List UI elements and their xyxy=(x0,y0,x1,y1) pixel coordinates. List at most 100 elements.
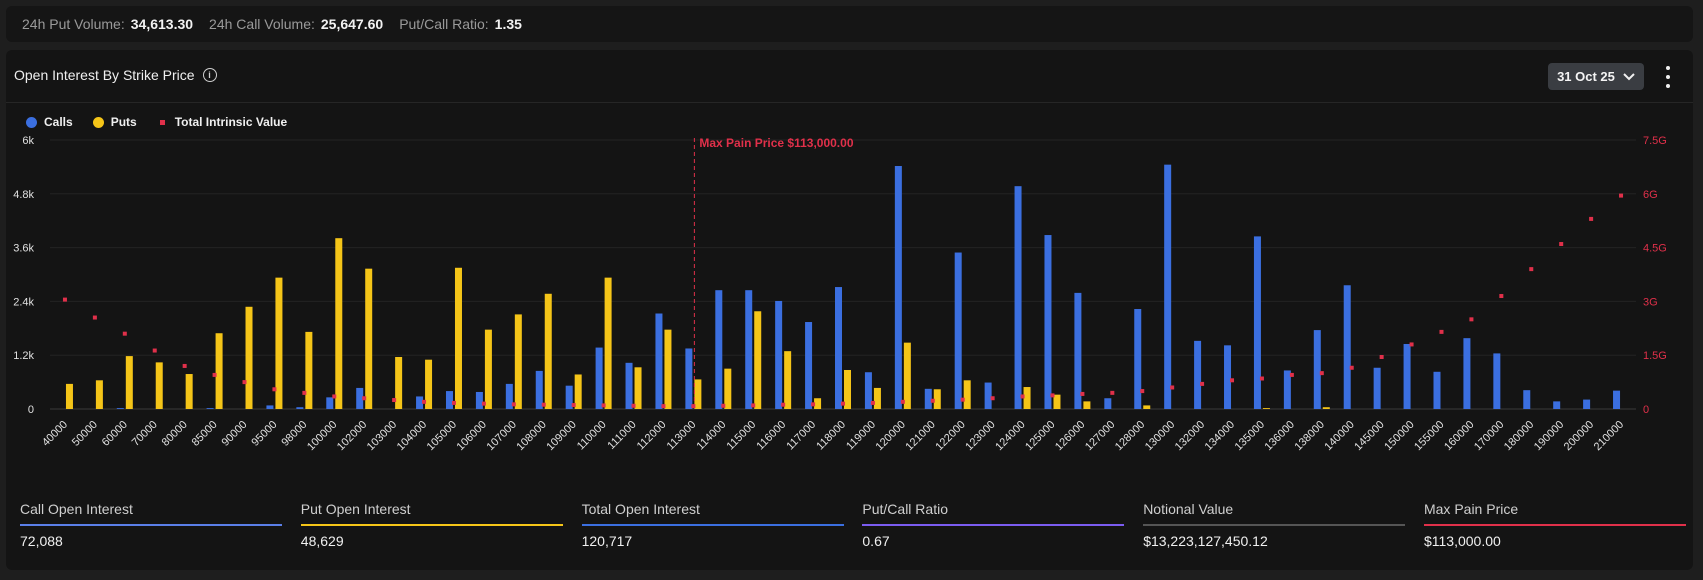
intrinsic-point xyxy=(990,396,995,401)
call-bar xyxy=(1523,390,1531,409)
intrinsic-point xyxy=(1349,365,1354,370)
intrinsic-point xyxy=(1619,193,1624,198)
intrinsic-point xyxy=(511,402,516,407)
put-bar xyxy=(634,367,642,409)
call-bar xyxy=(326,397,334,409)
y-tick-label: 0 xyxy=(28,404,34,416)
x-tick-label: 190000 xyxy=(1532,419,1566,453)
put-bar xyxy=(754,311,762,409)
intrinsic-point xyxy=(1469,317,1474,322)
put-bar xyxy=(903,342,911,409)
x-tick-label: 107000 xyxy=(485,419,519,453)
x-tick-label: 120000 xyxy=(874,419,908,453)
intrinsic-point xyxy=(362,396,367,401)
call-bar xyxy=(1403,343,1411,409)
intrinsic-point xyxy=(212,372,217,377)
intrinsic-point xyxy=(1050,393,1055,398)
y2-tick-label: 1.5G xyxy=(1643,350,1667,362)
intrinsic-point xyxy=(422,399,427,404)
call-bar xyxy=(864,372,872,409)
stat-underline xyxy=(1423,524,1686,526)
put-bar xyxy=(1053,394,1061,409)
call-bar xyxy=(685,348,693,409)
ratio-label: Put/Call Ratio: xyxy=(399,16,489,32)
put-bar xyxy=(215,333,223,409)
x-tick-label: 85000 xyxy=(190,419,220,449)
x-tick-label: 119000 xyxy=(844,419,878,453)
call-bar xyxy=(505,383,513,409)
call-bar xyxy=(1134,309,1142,409)
put-bar xyxy=(95,380,103,409)
put-bar xyxy=(155,362,163,409)
x-tick-label: 135000 xyxy=(1233,419,1267,453)
put-bar xyxy=(335,238,343,409)
put-volume-stat: 24h Put Volume: 34,613.30 xyxy=(22,16,193,32)
call-bar xyxy=(445,391,453,409)
call-bar xyxy=(1014,186,1022,409)
call-volume-label: 24h Call Volume: xyxy=(209,16,315,32)
max-pain-label: Max Pain Price $113,000.00 xyxy=(699,136,853,150)
info-icon[interactable]: i xyxy=(202,68,217,82)
put-bar xyxy=(844,369,851,409)
stat-max-pain-price: Max Pain Price $113,000.00 xyxy=(1423,501,1686,549)
call-bar xyxy=(1493,353,1501,409)
call-bar xyxy=(206,408,214,409)
intrinsic-point xyxy=(302,390,307,395)
intrinsic-point xyxy=(62,297,67,302)
stat-notional-value: Notional Value $13,223,127,450.12 xyxy=(1143,501,1406,549)
stat-value: 120,717 xyxy=(581,533,633,549)
stat-call-open-interest: Call Open Interest 72,088 xyxy=(20,501,282,549)
ratio-stat: Put/Call Ratio: 1.35 xyxy=(399,16,522,32)
intrinsic-point xyxy=(571,403,576,408)
x-tick-label: 105000 xyxy=(425,419,459,453)
expiry-date-label: 31 Oct 25 xyxy=(1557,69,1615,84)
intrinsic-point xyxy=(751,403,756,408)
call-volume-value: 25,647.60 xyxy=(320,16,384,32)
y-tick-label: 6k xyxy=(22,135,34,147)
put-bar xyxy=(1262,408,1270,409)
legend-calls[interactable]: Calls xyxy=(26,115,73,129)
panel-title: Open Interest By Strike Price xyxy=(14,67,195,83)
more-options-icon[interactable] xyxy=(1661,66,1675,88)
x-tick-label: 170000 xyxy=(1472,419,1506,453)
y-tick-label: 2.4k xyxy=(13,296,34,308)
legend-puts[interactable]: Puts xyxy=(92,115,137,129)
x-tick-label: 180000 xyxy=(1502,419,1536,453)
y2-tick-label: 3G xyxy=(1643,296,1658,308)
x-tick-label: 103000 xyxy=(365,419,399,453)
y-tick-label: 1.2k xyxy=(13,350,34,362)
call-bar xyxy=(1283,370,1291,409)
expiry-date-select[interactable]: 31 Oct 25 xyxy=(1548,63,1644,90)
intrinsic-point xyxy=(811,402,816,407)
x-tick-label: 60000 xyxy=(100,419,130,449)
call-bar xyxy=(416,396,424,409)
legend-intrinsic[interactable]: Total Intrinsic Value xyxy=(157,115,287,129)
x-tick-label: 108000 xyxy=(514,419,548,453)
stat-label: Notional Value xyxy=(1143,501,1234,517)
stat-label: Total Open Interest xyxy=(581,501,700,517)
call-bar xyxy=(1613,390,1621,409)
stat-put-call-ratio: Put/Call Ratio 0.67 xyxy=(862,501,1125,549)
y2-tick-label: 7.5G xyxy=(1643,135,1667,147)
intrinsic-point xyxy=(1319,371,1324,376)
call-bar xyxy=(954,252,962,409)
y2-tick-label: 0 xyxy=(1643,404,1649,416)
x-tick-label: 112000 xyxy=(635,419,669,453)
put-bar xyxy=(604,277,612,409)
puts-legend-dot xyxy=(92,116,104,128)
x-tick-label: 114000 xyxy=(695,419,729,453)
call-bar xyxy=(535,370,543,409)
intrinsic-point xyxy=(272,387,277,392)
x-tick-label: 115000 xyxy=(724,419,758,453)
intrinsic-point xyxy=(960,397,965,402)
open-interest-panel: Open Interest By Strike Price i 31 Oct 2… xyxy=(6,50,1693,570)
put-bar xyxy=(395,356,403,409)
call-bar xyxy=(1224,345,1232,409)
put-bar xyxy=(963,380,971,409)
intrinsic-point xyxy=(1289,372,1294,377)
stat-value: 48,629 xyxy=(300,533,344,549)
intrinsic-point xyxy=(1559,242,1564,247)
open-interest-chart: 0 1.2k 2.4k 3.6k 4.8k 6k 0 1.5G 3G 4.5G 6G 7.5G 4000… xyxy=(13,135,1667,453)
put-bar xyxy=(185,374,193,409)
intrinsic-point xyxy=(631,403,636,408)
